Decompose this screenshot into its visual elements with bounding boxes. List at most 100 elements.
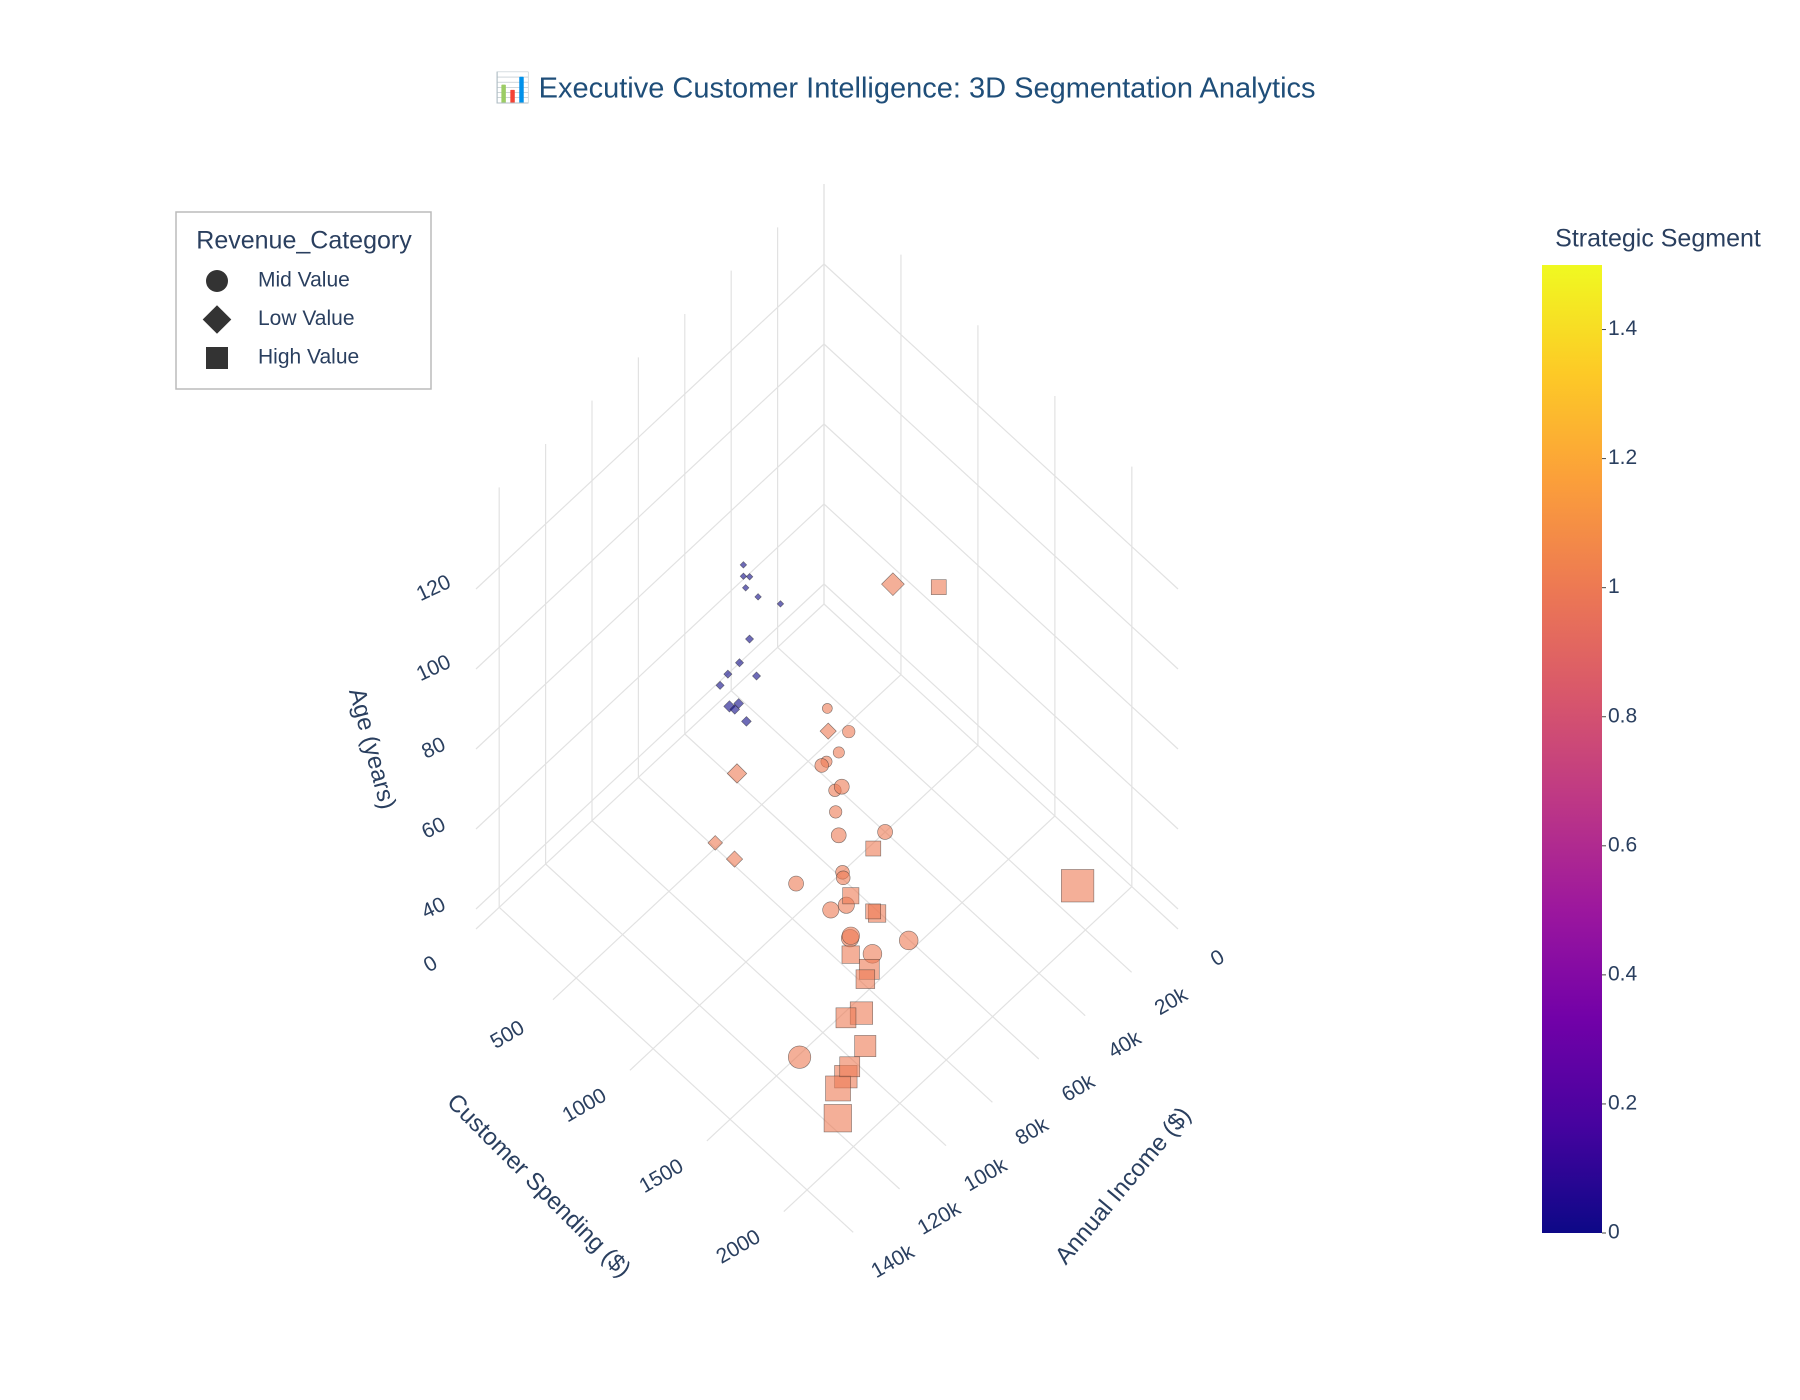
data-point bbox=[725, 850, 744, 868]
colorbar-tick-label: 1.2 bbox=[1608, 446, 1637, 469]
colorbar-tick-label: 1.4 bbox=[1608, 317, 1638, 340]
data-point bbox=[842, 887, 860, 905]
data-point bbox=[841, 945, 860, 964]
grid-line bbox=[475, 423, 825, 750]
data-point bbox=[899, 930, 919, 951]
data-point bbox=[788, 875, 804, 892]
z-tick-label: 80 bbox=[418, 733, 449, 764]
colorbar bbox=[1542, 265, 1602, 1233]
data-point bbox=[752, 671, 762, 681]
data-point bbox=[842, 725, 856, 739]
grid-line bbox=[823, 503, 1179, 830]
grid-line bbox=[706, 815, 1056, 1142]
z-tick-label: 40 bbox=[418, 893, 449, 924]
colorbar-tick-label: 0.8 bbox=[1608, 704, 1637, 727]
data-point bbox=[745, 573, 754, 581]
legend-label: Mid Value bbox=[258, 269, 350, 292]
y-tick-label: 2000 bbox=[712, 1225, 764, 1268]
data-point bbox=[841, 926, 860, 945]
data-point bbox=[729, 704, 741, 715]
data-point bbox=[788, 1045, 812, 1069]
data-point bbox=[825, 1075, 851, 1102]
data-point bbox=[715, 680, 725, 690]
grid-line bbox=[475, 503, 825, 830]
legend-label: Low Value bbox=[258, 307, 355, 330]
data-point bbox=[707, 835, 723, 851]
x-tick-label: 20k bbox=[1151, 983, 1192, 1020]
data-point bbox=[877, 824, 893, 840]
colorbar-tick-label: 0.6 bbox=[1608, 833, 1637, 856]
x-tick-label: 40k bbox=[1104, 1026, 1145, 1063]
grid-line bbox=[637, 776, 993, 1103]
data-point bbox=[881, 572, 905, 596]
data-point bbox=[741, 716, 752, 727]
data-point bbox=[1061, 869, 1095, 903]
grid-line bbox=[823, 583, 1179, 910]
data-point bbox=[832, 746, 845, 759]
z-tick-label: 100 bbox=[413, 650, 454, 686]
data-point bbox=[830, 827, 847, 844]
data-point bbox=[930, 579, 947, 595]
grid-line bbox=[684, 733, 1040, 1060]
x-tick-label: 0 bbox=[1207, 945, 1229, 971]
data-point bbox=[739, 561, 748, 569]
x-tick-label: 100k bbox=[960, 1153, 1011, 1196]
grid-line bbox=[730, 690, 1086, 1017]
y-tick-label: 1000 bbox=[558, 1084, 610, 1127]
data-point bbox=[819, 722, 837, 740]
grid-line bbox=[823, 603, 1179, 930]
grid-line bbox=[823, 343, 1179, 670]
colorbar-tick-label: 1 bbox=[1608, 575, 1620, 598]
y-axis-title: Customer Spending ($) bbox=[442, 1088, 637, 1283]
legend-title: Revenue_Category bbox=[196, 227, 412, 255]
data-point bbox=[855, 969, 876, 989]
legend-symbol bbox=[202, 305, 232, 334]
grid-line bbox=[629, 744, 979, 1071]
x-tick-label: 80k bbox=[1012, 1113, 1053, 1150]
data-point bbox=[836, 870, 851, 886]
data-point bbox=[833, 778, 850, 795]
z-axis-title: Age (years) bbox=[343, 685, 401, 812]
grid-line bbox=[475, 603, 825, 930]
data-point bbox=[822, 901, 840, 919]
x-tick-label: 140k bbox=[867, 1240, 918, 1283]
chart-title: 📊 Executive Customer Intelligence: 3D Se… bbox=[494, 71, 1315, 105]
legend-symbol bbox=[206, 270, 228, 292]
grid-line bbox=[823, 423, 1179, 750]
z-tick-label: 120 bbox=[413, 570, 454, 606]
y-tick-label: 500 bbox=[487, 1016, 529, 1053]
data-point bbox=[839, 1056, 861, 1078]
x-axis-title: Annual Income ($) bbox=[1050, 1102, 1197, 1270]
x-tick-label: 60k bbox=[1058, 1070, 1099, 1107]
grid-line bbox=[475, 583, 825, 910]
grid-line bbox=[545, 863, 901, 1190]
data-point bbox=[735, 658, 744, 668]
data-point bbox=[822, 703, 833, 714]
data-point bbox=[835, 1007, 857, 1029]
colorbar-tick-label: 0.2 bbox=[1608, 1091, 1637, 1114]
grid-line bbox=[475, 263, 825, 590]
data-point bbox=[865, 903, 881, 920]
colorbar-tick-label: 0 bbox=[1608, 1221, 1620, 1244]
data-point bbox=[829, 805, 843, 819]
data-point bbox=[745, 634, 755, 644]
data-point bbox=[823, 1104, 852, 1133]
legend-symbol bbox=[206, 347, 228, 369]
grid-line bbox=[591, 820, 947, 1147]
colorbar-title: Strategic Segment bbox=[1555, 225, 1761, 253]
data-point bbox=[854, 1035, 877, 1057]
data-point bbox=[865, 840, 882, 857]
legend-label: High Value bbox=[258, 346, 359, 369]
grid-line bbox=[783, 886, 1133, 1213]
data-point bbox=[723, 669, 733, 679]
data-point bbox=[814, 758, 829, 773]
data-point bbox=[742, 584, 750, 592]
data-point bbox=[726, 763, 748, 784]
y-tick-label: 0 bbox=[420, 951, 442, 977]
colorbar-tick-label: 0.4 bbox=[1608, 962, 1638, 985]
grid-line bbox=[777, 646, 1133, 973]
y-tick-label: 1500 bbox=[635, 1154, 687, 1197]
z-tick-label: 60 bbox=[418, 813, 449, 844]
